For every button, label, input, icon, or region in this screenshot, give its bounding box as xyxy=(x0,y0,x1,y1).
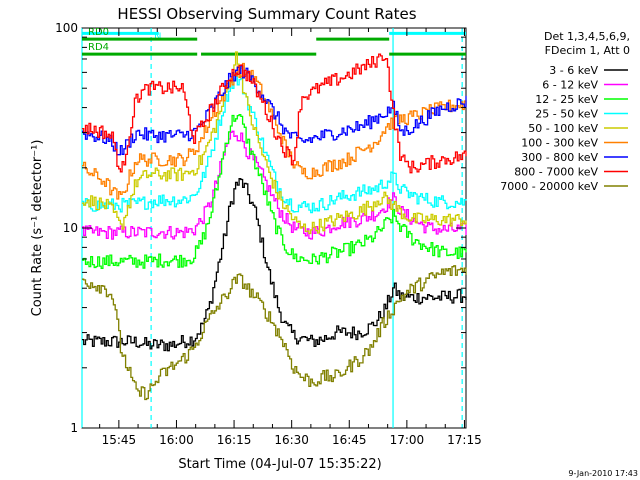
series-line-2 xyxy=(82,113,467,270)
x-tick-label-1: 16:00 xyxy=(159,433,194,447)
chart-title: HESSI Observing Summary Count Rates xyxy=(117,5,416,23)
x-tick-label-5: 17:00 xyxy=(390,433,425,447)
legend-entry-label-6: 300 - 800 keV xyxy=(521,151,598,164)
series-line-1 xyxy=(82,130,467,240)
series-line-8 xyxy=(82,265,467,401)
legend-entry-label-5: 100 - 300 keV xyxy=(521,137,598,150)
y-axis-label: Count Rate (s⁻¹ detector⁻¹) xyxy=(30,140,45,317)
y-axis: 1 10 100 xyxy=(55,21,466,435)
series-line-7 xyxy=(82,53,467,174)
legend-header-line-2: FDecim 1, Att 0 xyxy=(545,44,630,57)
generated-timestamp: 9-Jan-2010 17:43 xyxy=(568,469,638,478)
legend-entry-label-4: 50 - 100 keV xyxy=(528,122,598,135)
legend-entry-label-1: 6 - 12 keV xyxy=(542,79,598,92)
legend-entry-label-7: 800 - 7000 keV xyxy=(514,166,598,179)
series-line-6 xyxy=(82,65,467,156)
y-tick-label-1: 10 xyxy=(63,221,78,235)
legend-entry-label-2: 12 - 25 keV xyxy=(535,93,598,106)
y-tick-label-0: 1 xyxy=(70,421,78,435)
flag-label-rd4: RD4 xyxy=(88,42,109,53)
x-tick-label-6: 17:15 xyxy=(447,433,482,447)
x-tick-label-0: 15:45 xyxy=(102,433,137,447)
series-line-4 xyxy=(82,51,467,235)
legend-entry-label-0: 3 - 6 keV xyxy=(549,64,598,77)
x-axis: 15:45 16:00 16:15 16:30 16:45 17:00 17:15 xyxy=(99,28,482,447)
flag-label-rd0: RD0 xyxy=(88,27,109,38)
flag-bars: N RD0 RD4 xyxy=(82,27,466,56)
flag-label-n: N xyxy=(154,31,161,42)
series-lines xyxy=(82,51,467,401)
x-tick-label-2: 16:15 xyxy=(217,433,252,447)
x-tick-label-4: 16:45 xyxy=(332,433,367,447)
legend: Det 1,3,4,5,6,9, FDecim 1, Att 0 3 - 6 k… xyxy=(500,30,630,193)
series-line-3 xyxy=(82,73,467,214)
legend-header-line-1: Det 1,3,4,5,6,9, xyxy=(544,30,630,43)
legend-entry-label-8: 7000 - 20000 keV xyxy=(500,180,598,193)
legend-entry-label-3: 25 - 50 keV xyxy=(535,108,598,121)
x-tick-label-3: 16:30 xyxy=(274,433,309,447)
y-tick-label-2: 100 xyxy=(55,21,78,35)
x-axis-label: Start Time (04-Jul-07 15:35:22) xyxy=(178,457,381,472)
